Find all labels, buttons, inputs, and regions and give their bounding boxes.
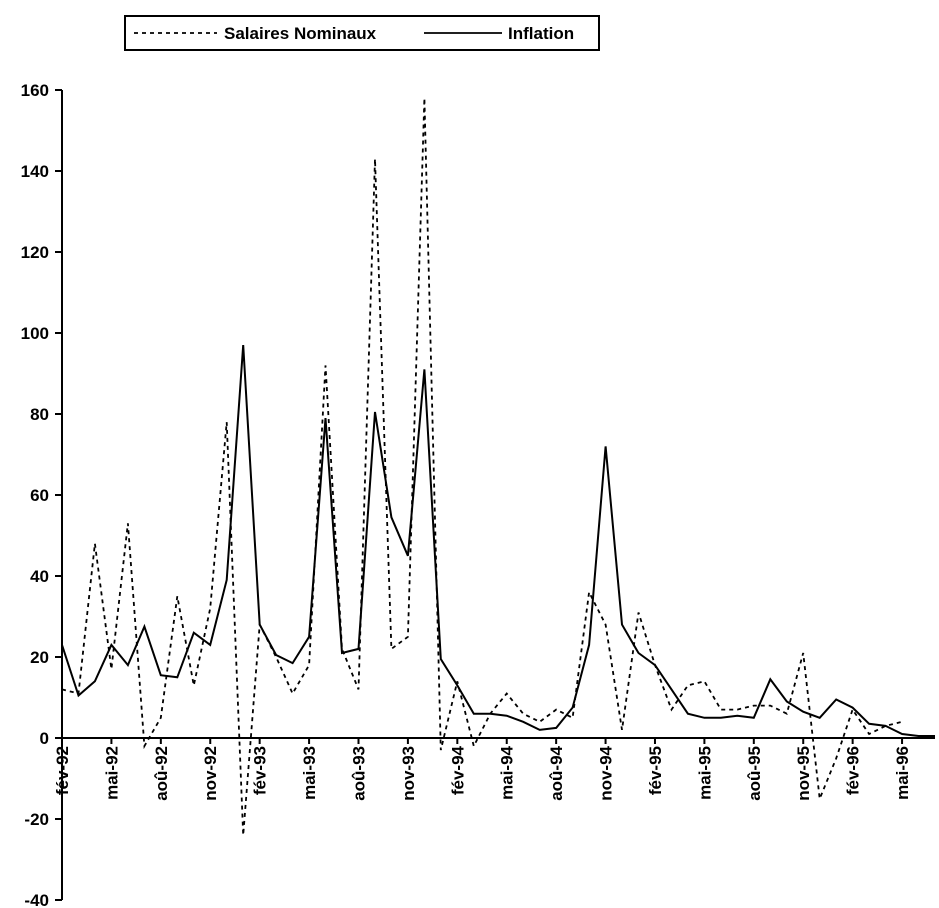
- y-tick-label: -40: [24, 891, 49, 908]
- x-tick-label: nov-95: [794, 746, 813, 801]
- x-tick-label: nov-94: [597, 745, 616, 800]
- series-layer: [61, 98, 935, 836]
- y-tick-label: 80: [30, 405, 49, 424]
- x-axis: fév-92 mai-92 aoû-92 nov-92 fév-93 mai-93 aoû-…: [53, 737, 935, 801]
- y-tick-label: 100: [21, 324, 49, 343]
- y-tick-label: 20: [30, 648, 49, 667]
- legend-label-salaires: Salaires Nominaux: [224, 24, 377, 43]
- x-tick-label: fév-92: [53, 746, 72, 795]
- x-tick-label: mai-96: [893, 746, 912, 800]
- x-tick-label: fév-96: [844, 746, 863, 795]
- y-tick-label: 0: [40, 729, 49, 748]
- x-tick-label: fév-95: [646, 746, 665, 795]
- y-tick-label: 60: [30, 486, 49, 505]
- x-tick-label: fév-94: [448, 745, 467, 795]
- x-tick-label: aoû-92: [152, 746, 171, 801]
- legend: Salaires Nominaux Inflation: [124, 15, 600, 51]
- legend-box: [124, 15, 600, 51]
- y-tick-label: 140: [21, 162, 49, 181]
- legend-label-inflation: Inflation: [508, 24, 574, 43]
- y-tick-label: 120: [21, 243, 49, 262]
- x-tick-label: mai-94: [498, 745, 517, 799]
- y-tick-label: 160: [21, 81, 49, 100]
- x-tick-label: nov-92: [201, 746, 220, 801]
- x-tick-label: mai-92: [102, 746, 121, 800]
- y-tick-label: 40: [30, 567, 49, 586]
- x-tick-label: mai-95: [695, 746, 714, 800]
- x-tick-label: aoû-93: [349, 746, 368, 801]
- y-axis: -40 -20 0 20 40 60 80 100 120 140 160: [21, 81, 63, 908]
- series-line-inflation: [61, 345, 935, 737]
- x-tick-label: fév-93: [251, 746, 270, 795]
- x-tick-label: nov-93: [399, 746, 418, 801]
- x-tick-label: aoû-95: [745, 746, 764, 801]
- y-tick-label: -20: [24, 810, 49, 829]
- series-line-salaires-nominaux: [61, 98, 903, 836]
- x-tick-label: mai-93: [300, 746, 319, 800]
- x-tick-label: aoû-94: [547, 745, 566, 800]
